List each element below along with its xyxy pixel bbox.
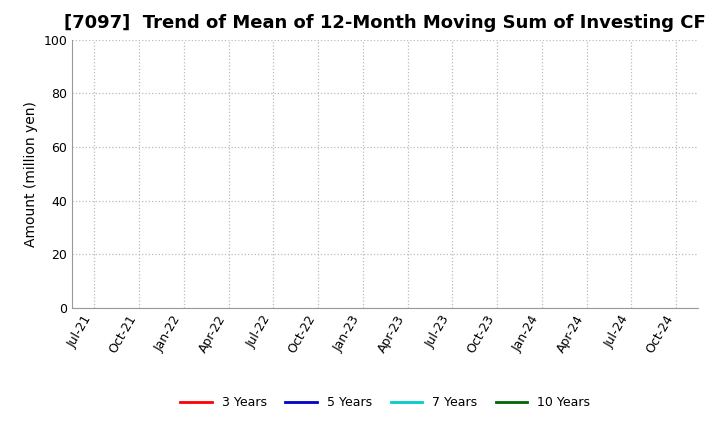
Y-axis label: Amount (million yen): Amount (million yen): [24, 101, 37, 247]
Legend: 3 Years, 5 Years, 7 Years, 10 Years: 3 Years, 5 Years, 7 Years, 10 Years: [176, 392, 595, 414]
Title: [7097]  Trend of Mean of 12-Month Moving Sum of Investing CF: [7097] Trend of Mean of 12-Month Moving …: [64, 15, 706, 33]
